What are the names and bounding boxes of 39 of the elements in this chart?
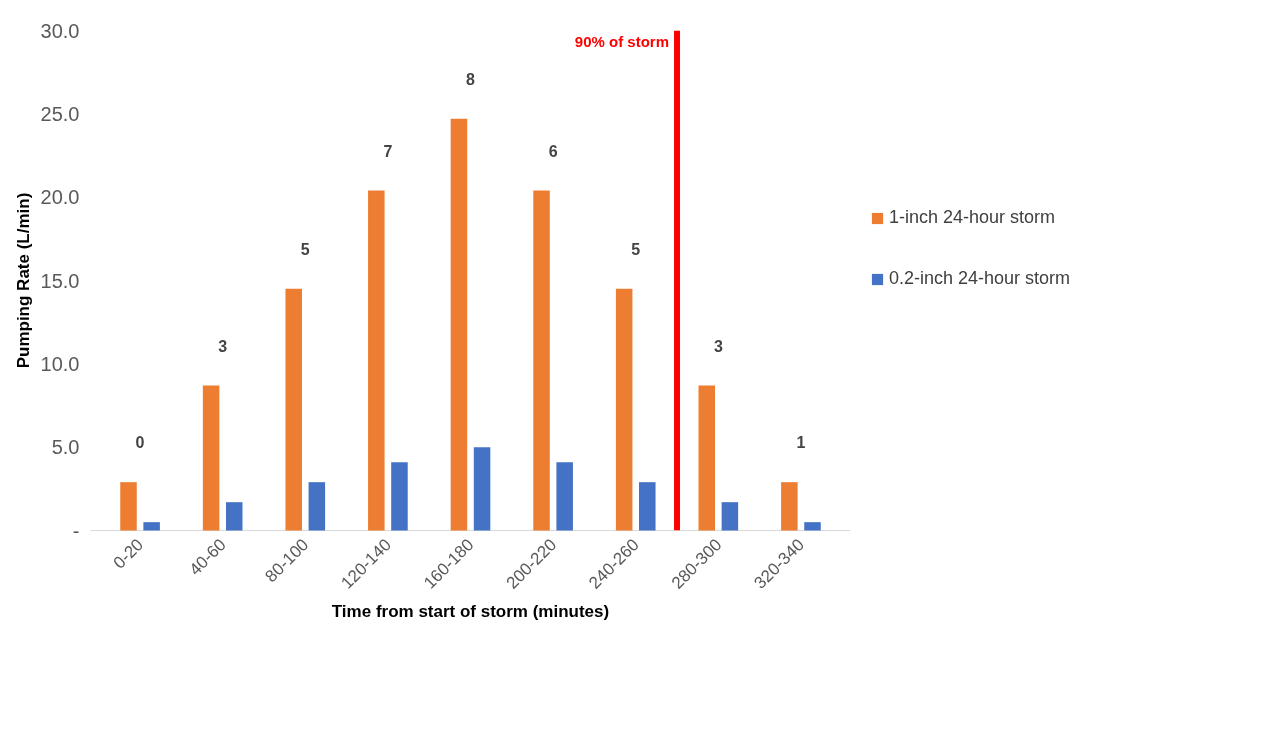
bar <box>533 190 550 531</box>
bar <box>473 447 491 531</box>
ref-line-label: 90% of storm <box>574 32 670 50</box>
annotation: 3 <box>218 337 228 355</box>
y-tick-label: 15.0 <box>40 269 80 292</box>
annotation: 7 <box>383 142 393 160</box>
annotation: 0 <box>135 434 145 452</box>
bar <box>120 482 137 531</box>
annotation: 8 <box>466 70 476 88</box>
bar <box>556 462 573 531</box>
bar <box>804 522 821 531</box>
y-axis-title: Pumping Rate (L/min) <box>13 192 33 369</box>
legend-label: 0.2-inch 24-hour storm <box>889 268 1071 289</box>
bar <box>368 190 385 531</box>
y-tick-label: - <box>72 519 80 542</box>
annotation: 1 <box>796 434 806 452</box>
bar <box>202 385 220 531</box>
bar <box>639 482 656 531</box>
annotation: 5 <box>300 240 310 258</box>
bar <box>721 502 739 531</box>
annotation: 3 <box>713 337 723 355</box>
bar <box>391 462 408 531</box>
y-tick-label: 10.0 <box>40 352 80 375</box>
y-tick-label: 20.0 <box>40 186 80 209</box>
legend-label: 1-inch 24-hour storm <box>889 207 1056 228</box>
bar <box>285 288 302 531</box>
y-tick-label: 5.0 <box>51 436 80 459</box>
bar <box>615 288 633 531</box>
bar <box>143 522 160 531</box>
annotation: 6 <box>548 142 558 160</box>
annotation: 5 <box>631 240 641 258</box>
x-axis-title: Time from start of storm (minutes) <box>331 602 610 622</box>
y-tick-label: 30.0 <box>40 19 80 42</box>
bar <box>781 482 798 531</box>
bar <box>450 118 468 531</box>
bar <box>698 385 716 531</box>
y-tick-label: 25.0 <box>40 102 80 125</box>
bar <box>225 502 243 531</box>
bar <box>308 482 326 531</box>
